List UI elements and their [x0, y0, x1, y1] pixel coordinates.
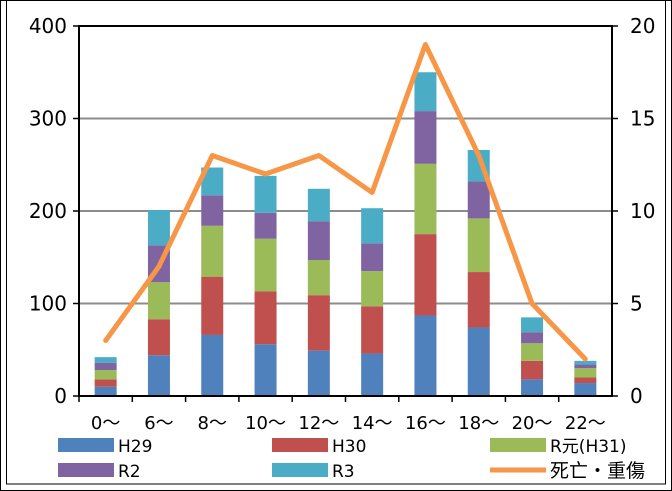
bar-R3-20〜: [521, 317, 544, 333]
bar-R元(H31)-10〜: [254, 238, 277, 292]
bar-H29-10〜: [254, 344, 277, 396]
bar-R2-18〜: [467, 181, 490, 219]
bar-R元(H31)-20〜: [521, 343, 544, 361]
bar-H30-6〜: [147, 319, 170, 356]
bar-R元(H31)-0〜: [94, 370, 117, 380]
line-series-group: [103, 42, 588, 362]
legend: H29 H30 R元(H31) R2 R3 死亡・重傷: [58, 437, 645, 482]
bar-H29-12〜: [307, 350, 330, 396]
bar-R元(H31)-12〜: [307, 260, 330, 296]
bar-R元(H31)-8〜: [201, 225, 224, 277]
bar-R元(H31)-6〜: [147, 282, 170, 320]
bar-R元(H31)-16〜: [414, 163, 437, 235]
legend-label: R2: [118, 462, 141, 482]
bar-R2-8〜: [201, 195, 224, 226]
bar-R元(H31)-18〜: [467, 218, 490, 273]
x-axis-tick-label: 18〜: [458, 413, 499, 434]
bar-R3-0〜: [94, 357, 117, 363]
bar-H29-18〜: [467, 327, 490, 396]
line-point-20〜: [531, 303, 533, 304]
legend-swatch-R3: [272, 463, 328, 477]
legend-swatch-H29: [58, 438, 114, 452]
bar-H30-14〜: [361, 306, 384, 354]
line-point-6〜: [158, 266, 160, 267]
left-axis-tick-label: 0: [54, 384, 67, 408]
bar-H29-16〜: [414, 315, 437, 396]
bar-R2-14〜: [361, 243, 384, 272]
bar-R元(H31)-14〜: [361, 271, 384, 307]
left-axis-tick-label: 400: [29, 14, 67, 38]
x-axis-tick-label: 20〜: [512, 413, 553, 434]
bar-R3-10〜: [254, 175, 277, 213]
line-series-死亡・重傷: [103, 42, 588, 362]
line-point-22〜: [584, 358, 586, 360]
bar-H30-10〜: [254, 291, 277, 345]
left-axis-tick-label: 100: [29, 292, 67, 316]
bar-H30-18〜: [467, 272, 490, 328]
right-axis-tick-label: 0: [630, 384, 643, 408]
legend-label: H29: [118, 437, 152, 457]
bar-series-group: [94, 72, 597, 396]
legend-label: H30: [332, 437, 366, 457]
bar-R3-22〜: [574, 360, 597, 365]
legend-label: R3: [332, 462, 355, 482]
x-axis-tick-label: 16〜: [405, 413, 446, 434]
left-axis-tick-label: 200: [29, 199, 67, 223]
bar-R3-12〜: [307, 188, 330, 222]
bar-R3-16〜: [414, 72, 437, 112]
axes: 0 100 200 300 400 0 5 10 15 20 0〜 6〜 8〜 10〜 12〜 14〜 16〜 1…: [29, 14, 656, 434]
bar-H29-22〜: [574, 383, 597, 396]
x-axis-tick-label: 22〜: [565, 413, 606, 434]
line-point-12〜: [318, 155, 320, 156]
line-point-10〜: [265, 173, 267, 175]
right-axis-tick-label: 20: [630, 14, 655, 38]
bar-R2-20〜: [521, 332, 544, 344]
bar-H29-14〜: [361, 353, 384, 396]
line-point-18〜: [478, 155, 480, 156]
bar-H29-0〜: [94, 386, 117, 396]
legend-label: R元(H31): [550, 437, 627, 457]
line-point-14〜: [371, 192, 373, 193]
x-axis-tick-label: 14〜: [352, 413, 393, 434]
bar-R2-22〜: [574, 364, 597, 369]
legend-swatch-R2: [58, 463, 114, 477]
bar-R2-0〜: [94, 362, 117, 371]
bar-H30-20〜: [521, 360, 544, 380]
x-axis-tick-label: 0〜: [91, 413, 120, 434]
legend-swatch-H30: [272, 438, 328, 452]
bar-R2-10〜: [254, 212, 277, 239]
bar-H30-12〜: [307, 295, 330, 351]
bar-H30-16〜: [414, 234, 437, 316]
bar-R3-14〜: [361, 208, 384, 244]
bar-H29-20〜: [521, 379, 544, 396]
x-axis-tick-label: 8〜: [198, 413, 227, 434]
right-axis-tick-label: 10: [630, 199, 655, 223]
bar-R2-12〜: [307, 221, 330, 261]
bar-H29-6〜: [147, 355, 170, 396]
bar-H30-22〜: [574, 377, 597, 384]
bar-R3-8〜: [201, 167, 224, 196]
bar-R3-6〜: [147, 210, 170, 246]
legend-label: 死亡・重傷: [550, 460, 645, 482]
bar-H30-8〜: [201, 276, 224, 335]
line-point-8〜: [211, 155, 213, 156]
bar-R2-16〜: [414, 111, 437, 164]
right-axis-tick-label: 5: [630, 292, 643, 316]
line-point-16〜: [424, 44, 426, 45]
left-axis-tick-label: 300: [29, 107, 67, 131]
x-axis-tick-label: 10〜: [245, 413, 286, 434]
bar-H30-0〜: [94, 379, 117, 387]
bar-H29-8〜: [201, 334, 224, 396]
bar-R元(H31)-22〜: [574, 368, 597, 378]
legend-swatch-R元(H31): [490, 438, 546, 452]
x-axis-tick-label: 6〜: [144, 413, 173, 434]
line-point-0〜: [105, 340, 107, 341]
right-axis-tick-label: 15: [630, 107, 655, 131]
x-axis-tick-label: 12〜: [298, 413, 339, 434]
